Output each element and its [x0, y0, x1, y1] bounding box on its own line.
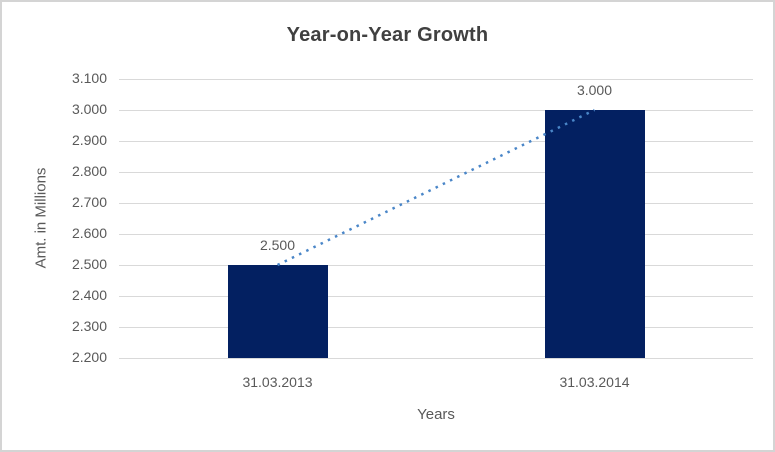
chart-title: Year-on-Year Growth [286, 24, 489, 46]
y-tick-label: 2.900 [71, 132, 107, 148]
gridline [119, 295, 753, 297]
y-tick-label: 2.700 [71, 194, 107, 210]
y-tick-label: 3.000 [71, 101, 107, 117]
y-axis-title: Amt. in Millions [32, 167, 50, 269]
y-tick-label: 2.300 [71, 318, 107, 334]
x-tick-label: 31.03.2014 [559, 374, 630, 390]
gridline [119, 264, 753, 266]
y-tick-label: 2.600 [71, 225, 107, 241]
data-label: 2.500 [259, 237, 296, 253]
gridline [119, 140, 753, 142]
y-tick-label: 2.500 [71, 256, 107, 272]
gridline [119, 326, 753, 328]
y-tick-label: 2.200 [71, 349, 107, 365]
x-tick-label: 31.03.2013 [242, 374, 313, 390]
bar-31.03.2014 [544, 110, 645, 358]
y-tick-label: 3.100 [71, 70, 107, 86]
data-label: 3.000 [576, 82, 613, 98]
bar-31.03.2013 [227, 265, 328, 358]
gridline [119, 202, 753, 204]
gridline [119, 171, 753, 173]
gridline [119, 78, 753, 80]
gridline [119, 357, 753, 359]
y-tick-label: 2.800 [71, 163, 107, 179]
x-axis-title: Years [417, 406, 455, 423]
gridline [119, 233, 753, 235]
y-tick-label: 2.400 [71, 287, 107, 303]
gridline [119, 109, 753, 111]
